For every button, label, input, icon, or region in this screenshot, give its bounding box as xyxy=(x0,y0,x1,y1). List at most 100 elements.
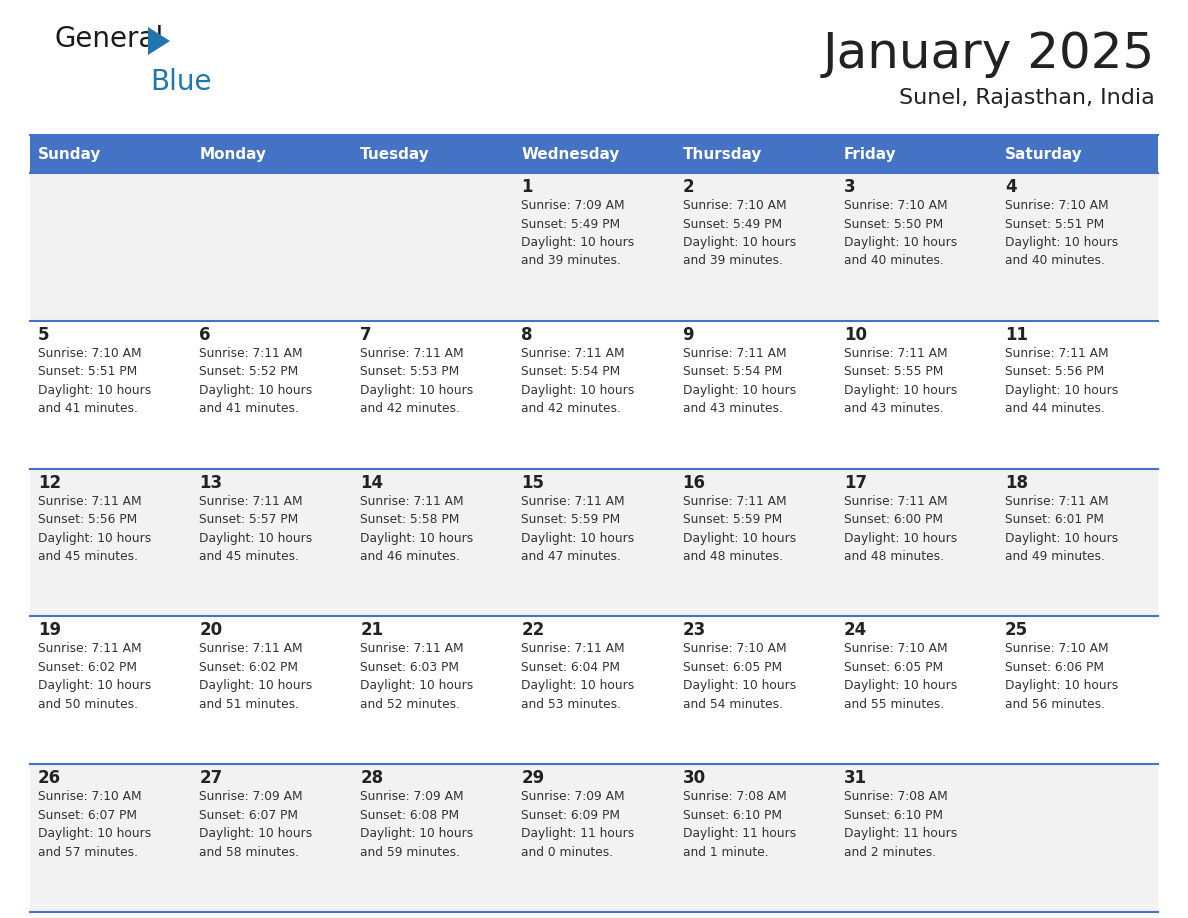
Text: 26: 26 xyxy=(38,769,61,788)
Text: 24: 24 xyxy=(843,621,867,640)
Bar xyxy=(513,135,675,173)
Text: January 2025: January 2025 xyxy=(823,30,1155,78)
Text: Sunrise: 7:11 AM
Sunset: 6:00 PM
Daylight: 10 hours
and 48 minutes.: Sunrise: 7:11 AM Sunset: 6:00 PM Dayligh… xyxy=(843,495,958,563)
Bar xyxy=(997,320,1158,468)
Text: 8: 8 xyxy=(522,326,533,344)
Text: 5: 5 xyxy=(38,326,50,344)
Bar xyxy=(835,468,997,616)
Text: 2: 2 xyxy=(683,178,694,196)
Text: 6: 6 xyxy=(200,326,210,344)
Text: 13: 13 xyxy=(200,474,222,492)
Bar xyxy=(513,320,675,468)
Text: Sunrise: 7:10 AM
Sunset: 5:49 PM
Daylight: 10 hours
and 39 minutes.: Sunrise: 7:10 AM Sunset: 5:49 PM Dayligh… xyxy=(683,199,796,267)
Text: 15: 15 xyxy=(522,474,544,492)
Bar xyxy=(30,764,191,912)
Text: 18: 18 xyxy=(1005,474,1028,492)
Bar xyxy=(30,173,191,320)
Text: 4: 4 xyxy=(1005,178,1017,196)
Text: Sunrise: 7:09 AM
Sunset: 5:49 PM
Daylight: 10 hours
and 39 minutes.: Sunrise: 7:09 AM Sunset: 5:49 PM Dayligh… xyxy=(522,199,634,267)
Text: Sunrise: 7:11 AM
Sunset: 5:53 PM
Daylight: 10 hours
and 42 minutes.: Sunrise: 7:11 AM Sunset: 5:53 PM Dayligh… xyxy=(360,347,474,415)
Text: General: General xyxy=(55,25,164,53)
Bar xyxy=(835,173,997,320)
Bar xyxy=(835,764,997,912)
Bar xyxy=(675,616,835,764)
Bar xyxy=(675,135,835,173)
Bar xyxy=(353,616,513,764)
Text: Sunrise: 7:11 AM
Sunset: 5:55 PM
Daylight: 10 hours
and 43 minutes.: Sunrise: 7:11 AM Sunset: 5:55 PM Dayligh… xyxy=(843,347,958,415)
Text: Sunrise: 7:11 AM
Sunset: 5:56 PM
Daylight: 10 hours
and 44 minutes.: Sunrise: 7:11 AM Sunset: 5:56 PM Dayligh… xyxy=(1005,347,1118,415)
Text: 20: 20 xyxy=(200,621,222,640)
Bar xyxy=(513,764,675,912)
Text: Sunrise: 7:11 AM
Sunset: 5:58 PM
Daylight: 10 hours
and 46 minutes.: Sunrise: 7:11 AM Sunset: 5:58 PM Dayligh… xyxy=(360,495,474,563)
Text: Wednesday: Wednesday xyxy=(522,147,620,162)
Text: 11: 11 xyxy=(1005,326,1028,344)
Text: 31: 31 xyxy=(843,769,867,788)
Text: 23: 23 xyxy=(683,621,706,640)
Text: 19: 19 xyxy=(38,621,61,640)
Bar xyxy=(30,468,191,616)
Text: 9: 9 xyxy=(683,326,694,344)
Bar xyxy=(835,135,997,173)
Text: Sunrise: 7:11 AM
Sunset: 6:03 PM
Daylight: 10 hours
and 52 minutes.: Sunrise: 7:11 AM Sunset: 6:03 PM Dayligh… xyxy=(360,643,474,711)
Bar xyxy=(191,616,353,764)
Text: Sunrise: 7:08 AM
Sunset: 6:10 PM
Daylight: 11 hours
and 2 minutes.: Sunrise: 7:08 AM Sunset: 6:10 PM Dayligh… xyxy=(843,790,958,858)
Text: Friday: Friday xyxy=(843,147,896,162)
Text: Sunday: Sunday xyxy=(38,147,101,162)
Bar xyxy=(513,173,675,320)
Bar xyxy=(191,468,353,616)
Text: 1: 1 xyxy=(522,178,533,196)
Bar xyxy=(353,468,513,616)
Polygon shape xyxy=(148,27,170,55)
Bar xyxy=(191,320,353,468)
Text: Sunrise: 7:10 AM
Sunset: 5:51 PM
Daylight: 10 hours
and 40 minutes.: Sunrise: 7:10 AM Sunset: 5:51 PM Dayligh… xyxy=(1005,199,1118,267)
Text: Monday: Monday xyxy=(200,147,266,162)
Text: Sunrise: 7:09 AM
Sunset: 6:08 PM
Daylight: 10 hours
and 59 minutes.: Sunrise: 7:09 AM Sunset: 6:08 PM Dayligh… xyxy=(360,790,474,858)
Bar xyxy=(513,616,675,764)
Text: 10: 10 xyxy=(843,326,867,344)
Text: Blue: Blue xyxy=(150,68,211,96)
Text: Sunrise: 7:11 AM
Sunset: 5:54 PM
Daylight: 10 hours
and 43 minutes.: Sunrise: 7:11 AM Sunset: 5:54 PM Dayligh… xyxy=(683,347,796,415)
Bar xyxy=(997,764,1158,912)
Text: Thursday: Thursday xyxy=(683,147,762,162)
Bar xyxy=(997,173,1158,320)
Text: Sunrise: 7:11 AM
Sunset: 5:59 PM
Daylight: 10 hours
and 47 minutes.: Sunrise: 7:11 AM Sunset: 5:59 PM Dayligh… xyxy=(522,495,634,563)
Text: Sunrise: 7:10 AM
Sunset: 5:51 PM
Daylight: 10 hours
and 41 minutes.: Sunrise: 7:10 AM Sunset: 5:51 PM Dayligh… xyxy=(38,347,151,415)
Bar xyxy=(30,320,191,468)
Text: Sunrise: 7:11 AM
Sunset: 5:57 PM
Daylight: 10 hours
and 45 minutes.: Sunrise: 7:11 AM Sunset: 5:57 PM Dayligh… xyxy=(200,495,312,563)
Bar xyxy=(675,468,835,616)
Bar xyxy=(30,616,191,764)
Text: Sunrise: 7:11 AM
Sunset: 6:01 PM
Daylight: 10 hours
and 49 minutes.: Sunrise: 7:11 AM Sunset: 6:01 PM Dayligh… xyxy=(1005,495,1118,563)
Text: Sunrise: 7:11 AM
Sunset: 5:59 PM
Daylight: 10 hours
and 48 minutes.: Sunrise: 7:11 AM Sunset: 5:59 PM Dayligh… xyxy=(683,495,796,563)
Text: 27: 27 xyxy=(200,769,222,788)
Bar xyxy=(997,616,1158,764)
Bar xyxy=(191,764,353,912)
Bar xyxy=(191,173,353,320)
Text: 12: 12 xyxy=(38,474,61,492)
Bar xyxy=(353,173,513,320)
Text: Sunrise: 7:08 AM
Sunset: 6:10 PM
Daylight: 11 hours
and 1 minute.: Sunrise: 7:08 AM Sunset: 6:10 PM Dayligh… xyxy=(683,790,796,858)
Bar xyxy=(191,135,353,173)
Text: Sunrise: 7:09 AM
Sunset: 6:09 PM
Daylight: 11 hours
and 0 minutes.: Sunrise: 7:09 AM Sunset: 6:09 PM Dayligh… xyxy=(522,790,634,858)
Text: Tuesday: Tuesday xyxy=(360,147,430,162)
Text: Sunrise: 7:11 AM
Sunset: 6:02 PM
Daylight: 10 hours
and 50 minutes.: Sunrise: 7:11 AM Sunset: 6:02 PM Dayligh… xyxy=(38,643,151,711)
Bar xyxy=(30,135,191,173)
Text: 30: 30 xyxy=(683,769,706,788)
Text: 14: 14 xyxy=(360,474,384,492)
Bar xyxy=(997,468,1158,616)
Text: Sunrise: 7:10 AM
Sunset: 6:05 PM
Daylight: 10 hours
and 54 minutes.: Sunrise: 7:10 AM Sunset: 6:05 PM Dayligh… xyxy=(683,643,796,711)
Text: 28: 28 xyxy=(360,769,384,788)
Bar xyxy=(353,135,513,173)
Text: 29: 29 xyxy=(522,769,544,788)
Bar xyxy=(353,764,513,912)
Text: 21: 21 xyxy=(360,621,384,640)
Text: 7: 7 xyxy=(360,326,372,344)
Text: Sunrise: 7:11 AM
Sunset: 6:02 PM
Daylight: 10 hours
and 51 minutes.: Sunrise: 7:11 AM Sunset: 6:02 PM Dayligh… xyxy=(200,643,312,711)
Text: Sunrise: 7:09 AM
Sunset: 6:07 PM
Daylight: 10 hours
and 58 minutes.: Sunrise: 7:09 AM Sunset: 6:07 PM Dayligh… xyxy=(200,790,312,858)
Text: 22: 22 xyxy=(522,621,544,640)
Text: Sunrise: 7:11 AM
Sunset: 5:54 PM
Daylight: 10 hours
and 42 minutes.: Sunrise: 7:11 AM Sunset: 5:54 PM Dayligh… xyxy=(522,347,634,415)
Bar xyxy=(675,764,835,912)
Text: Sunrise: 7:10 AM
Sunset: 5:50 PM
Daylight: 10 hours
and 40 minutes.: Sunrise: 7:10 AM Sunset: 5:50 PM Dayligh… xyxy=(843,199,958,267)
Text: Sunrise: 7:10 AM
Sunset: 6:05 PM
Daylight: 10 hours
and 55 minutes.: Sunrise: 7:10 AM Sunset: 6:05 PM Dayligh… xyxy=(843,643,958,711)
Bar xyxy=(675,320,835,468)
Text: Sunrise: 7:11 AM
Sunset: 5:56 PM
Daylight: 10 hours
and 45 minutes.: Sunrise: 7:11 AM Sunset: 5:56 PM Dayligh… xyxy=(38,495,151,563)
